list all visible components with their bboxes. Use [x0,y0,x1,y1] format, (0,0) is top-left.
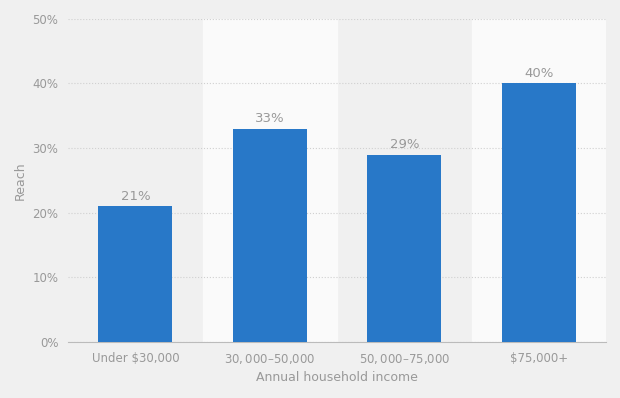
Bar [502,84,576,342]
Bar [203,19,337,342]
Text: 29%: 29% [389,138,419,151]
X-axis label: Annual household income: Annual household income [256,371,418,384]
Bar [233,129,307,342]
Y-axis label: Reach: Reach [14,161,27,200]
Text: 40%: 40% [524,67,554,80]
Bar [368,154,441,342]
Bar [472,19,606,342]
Bar [99,206,172,342]
Text: 33%: 33% [255,113,285,125]
Text: 21%: 21% [121,190,150,203]
